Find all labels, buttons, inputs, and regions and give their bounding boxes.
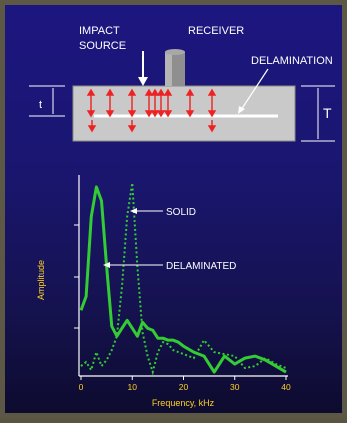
delamination-label: DELAMINATION: [251, 55, 333, 67]
thin-thickness-dimension: [29, 85, 65, 117]
x-tick-label: 10: [128, 382, 138, 392]
wave-arrow: [87, 120, 97, 133]
full-thickness-label: T: [323, 105, 332, 121]
y-axis-ticks: [74, 224, 79, 329]
diagram-canvas: IMPACT SOURCE RECEIVER DELAMINATION t T …: [29, 25, 335, 408]
x-axis-ticks: 0 10 20 30 40: [79, 376, 291, 392]
wave-arrow: [105, 88, 115, 118]
thin-thickness-label: t: [39, 99, 42, 111]
solid-annotation-label: SOLID: [166, 207, 196, 218]
x-tick-label: 40: [281, 382, 291, 392]
receiver-icon: [165, 49, 185, 86]
wave-arrow: [207, 88, 217, 118]
delamination-pointer: [238, 68, 269, 114]
impact-source-label: IMPACT: [79, 25, 120, 37]
wave-arrow: [150, 88, 160, 118]
concrete-slab: [72, 85, 296, 142]
impact-arrow-icon: [138, 51, 148, 86]
delaminated-annotation: DELAMINATED: [103, 261, 236, 272]
stress-wave-arrows: [86, 88, 217, 133]
wave-arrow: [144, 88, 154, 118]
x-tick-label: 0: [79, 382, 84, 392]
solid-annotation: SOLID: [130, 207, 196, 218]
wave-arrow: [127, 120, 137, 133]
chart-area: 0 10 20 30 40 SOLID DELAMINATED Frequency, k…: [36, 175, 291, 408]
wave-arrow: [185, 88, 195, 118]
delaminated-annotation-label: DELAMINATED: [166, 261, 236, 272]
x-tick-label: 30: [230, 382, 240, 392]
wave-arrow: [156, 88, 166, 118]
receiver-label: RECEIVER: [188, 25, 244, 37]
y-axis-label: Amplitude: [36, 260, 46, 300]
wave-arrow: [163, 88, 173, 118]
wave-arrow: [207, 120, 217, 133]
wave-arrow: [86, 88, 96, 118]
wave-arrow: [127, 88, 137, 118]
x-tick-label: 20: [179, 382, 189, 392]
x-axis-label: Frequency, kHz: [152, 398, 215, 408]
full-thickness-dimension: [301, 85, 335, 142]
impact-source-label: SOURCE: [79, 40, 126, 52]
